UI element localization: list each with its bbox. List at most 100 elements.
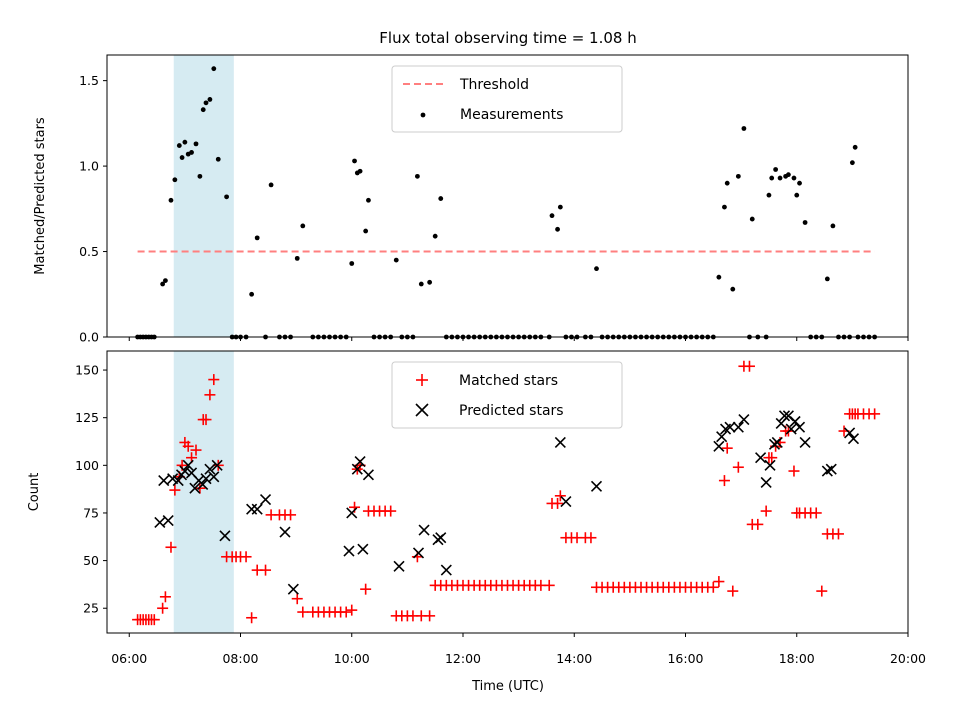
y-tick-label: 0.5 bbox=[79, 244, 99, 259]
predicted-star-marker bbox=[279, 526, 291, 538]
y-tick-label: 75 bbox=[83, 505, 99, 520]
matched-star-marker bbox=[346, 604, 358, 616]
measurement-point bbox=[357, 168, 363, 174]
matched-star-marker bbox=[297, 606, 309, 618]
predicted-star-marker bbox=[799, 436, 811, 449]
top-panel: Flux total observing time = 1.08 h 0.00.… bbox=[33, 29, 909, 345]
measurement-point bbox=[268, 182, 274, 188]
predicted-star-marker bbox=[197, 478, 209, 490]
measurement-point bbox=[555, 226, 560, 232]
predicted-star-marker bbox=[357, 543, 369, 555]
predicted-star-marker bbox=[764, 459, 776, 471]
matched-star-marker bbox=[240, 551, 252, 563]
measurement-point bbox=[824, 276, 830, 282]
y-tick-label: 25 bbox=[83, 601, 99, 616]
legend-threshold-label: Threshold bbox=[459, 77, 529, 93]
y-tick-label: 0.0 bbox=[79, 330, 99, 345]
matched-star-marker bbox=[869, 408, 881, 420]
x-tick-label: 06:00 bbox=[111, 651, 147, 666]
predicted-star-marker bbox=[287, 583, 299, 595]
predicted-star-marker bbox=[789, 415, 801, 428]
bottom-legend-box bbox=[391, 361, 623, 429]
top-plot-frame bbox=[106, 54, 909, 338]
predicted-star-marker bbox=[738, 414, 750, 426]
predicted-star-marker bbox=[259, 494, 272, 506]
bottom-plot-frame bbox=[106, 350, 909, 634]
legend-measurements-swatch bbox=[420, 112, 426, 118]
predicted-star-marker bbox=[844, 427, 856, 439]
matched-star-marker bbox=[169, 484, 181, 496]
matched-star-marker bbox=[766, 452, 778, 464]
matched-star-marker bbox=[721, 442, 733, 454]
predicted-star-marker bbox=[785, 423, 797, 435]
measurement-point bbox=[749, 216, 755, 222]
top-legend-box bbox=[391, 65, 623, 133]
y-tick-label: 1.5 bbox=[79, 73, 99, 88]
predicted-star-marker bbox=[179, 465, 191, 477]
measurement-point bbox=[594, 266, 599, 272]
matched-star-marker bbox=[554, 490, 566, 502]
predicted-star-marker bbox=[251, 503, 263, 515]
matched-star-marker bbox=[752, 518, 764, 530]
measurement-point bbox=[830, 223, 836, 229]
measurement-point bbox=[852, 144, 858, 150]
measurement-point bbox=[432, 233, 438, 239]
predicted-star-marker bbox=[716, 431, 728, 443]
measurement-point bbox=[438, 196, 444, 201]
matched-star-marker bbox=[832, 528, 844, 540]
measurement-point bbox=[176, 143, 182, 148]
measurement-point bbox=[773, 167, 779, 172]
predicted-star-marker bbox=[724, 421, 736, 433]
predicted-star-marker bbox=[590, 480, 603, 492]
legend-measurements-label: Measurements bbox=[460, 107, 563, 123]
predicted-star-marker bbox=[554, 436, 566, 449]
predicted-star-marker bbox=[211, 459, 223, 471]
measurement-point bbox=[791, 175, 797, 181]
predicted-star-marker bbox=[755, 452, 767, 464]
x-tick-label: 16:00 bbox=[667, 651, 703, 666]
x-tick-label: 12:00 bbox=[445, 651, 481, 666]
predicted-star-marker bbox=[760, 476, 772, 489]
matched-star-marker bbox=[743, 360, 755, 372]
y-tick-label: 150 bbox=[75, 363, 99, 378]
measurement-point bbox=[193, 141, 199, 147]
matched-star-marker bbox=[291, 593, 303, 605]
matched-star-marker bbox=[713, 576, 725, 588]
measurement-point bbox=[182, 139, 188, 145]
top-legend: Threshold Measurements bbox=[391, 65, 623, 133]
predicted-star-marker bbox=[440, 564, 452, 576]
x-tick-label: 14:00 bbox=[556, 651, 592, 666]
y-tick-label: 125 bbox=[75, 410, 99, 425]
predicted-star-marker bbox=[351, 463, 363, 475]
measurement-point bbox=[254, 235, 260, 241]
measurement-point bbox=[160, 281, 166, 287]
predicted-star-marker bbox=[412, 547, 425, 559]
bottom-panel: 25 50 75 100 125 150 06:00 08:00 10:00 12:00 14:0… bbox=[27, 350, 926, 694]
measurement-point bbox=[724, 180, 730, 186]
measurement-point bbox=[294, 255, 300, 261]
predicted-star-marker bbox=[793, 421, 806, 433]
matched-star-marker bbox=[165, 541, 177, 553]
matched-star-marker bbox=[340, 606, 352, 618]
legend-predicted-swatch bbox=[415, 403, 429, 417]
measurement-point bbox=[172, 177, 178, 183]
predicted-star-marker bbox=[560, 495, 572, 508]
bottom-y-ticks: 25 50 75 100 125 150 bbox=[75, 363, 107, 616]
measurement-point bbox=[730, 286, 736, 292]
measurement-point bbox=[224, 194, 229, 200]
top-y-axis-label: Matched/Predicted stars bbox=[33, 117, 48, 275]
matched-star-marker bbox=[182, 440, 194, 452]
matched-star-marker bbox=[148, 614, 160, 626]
predicted-star-marker bbox=[778, 410, 791, 422]
x-tick-label: 18:00 bbox=[779, 651, 815, 666]
predicted-star-marker bbox=[771, 436, 783, 449]
measurement-point bbox=[215, 156, 221, 162]
measurement-point bbox=[716, 274, 722, 280]
matched-star-marker bbox=[707, 581, 719, 593]
predicted-star-marker bbox=[362, 469, 375, 481]
predicted-star-marker bbox=[162, 515, 174, 527]
matched-star-marker bbox=[385, 505, 397, 517]
bottom-y-axis-label: Count bbox=[27, 473, 42, 512]
matched-star-marker bbox=[543, 579, 555, 591]
